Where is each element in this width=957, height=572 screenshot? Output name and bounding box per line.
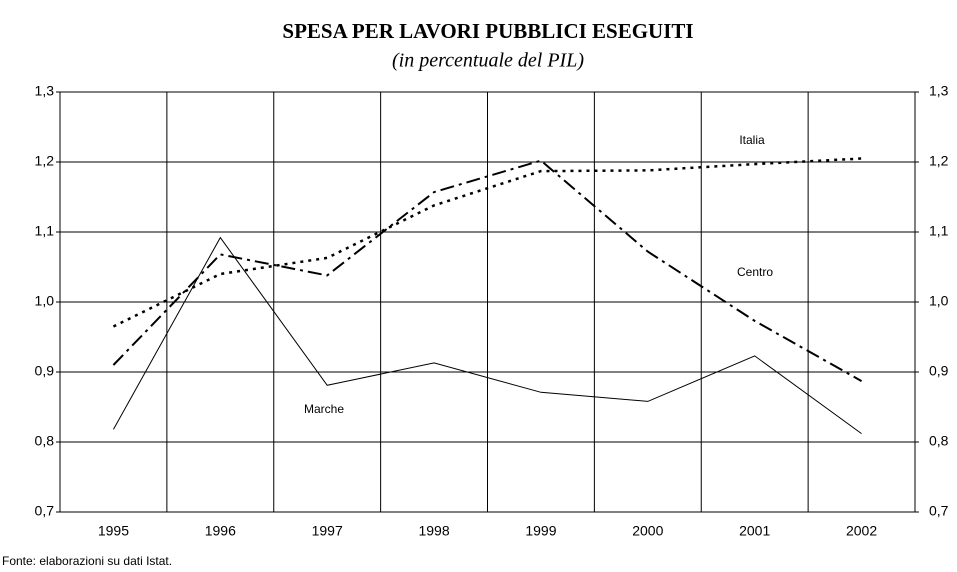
y-tick-label: 1,3	[35, 83, 55, 99]
x-tick-label: 2002	[846, 523, 877, 539]
source-note: Fonte: elaborazioni su dati Istat.	[2, 554, 172, 568]
x-tick-label: 1998	[418, 523, 449, 539]
series-line	[112, 159, 863, 382]
series-label: Italia	[739, 133, 765, 147]
y-tick-label: 1,1	[35, 223, 55, 239]
y-tick-label: 0,7	[35, 503, 55, 519]
y-tick-label: 0,9	[35, 363, 55, 379]
plot-frame	[59, 91, 916, 513]
x-tick-label: 2001	[739, 523, 770, 539]
x-tick-label: 1999	[525, 523, 556, 539]
series-label: Centro	[737, 265, 773, 279]
y-tick-label: 1,0	[35, 293, 55, 309]
chart-subtitle: (in percentuale del PIL)	[392, 50, 584, 72]
y2-tick-label: 0,8	[929, 433, 949, 449]
series-line	[112, 157, 862, 328]
y2-tick-label: 1,2	[929, 153, 949, 169]
chart-title: SPESA PER LAVORI PUBBLICI ESEGUITI	[282, 19, 693, 43]
y2-tick-label: 1,3	[929, 83, 949, 99]
y-tick-label: 0,8	[35, 433, 55, 449]
y2-tick-label: 1,0	[929, 293, 949, 309]
y2-tick-label: 1,1	[929, 223, 949, 239]
x-tick-label: 1996	[205, 523, 236, 539]
y2-tick-label: 0,7	[929, 503, 949, 519]
series-line	[113, 236, 862, 435]
x-tick-label: 1997	[312, 523, 343, 539]
x-tick-label: 2000	[632, 523, 663, 539]
y-tick-label: 1,2	[35, 153, 55, 169]
y2-tick-label: 0,9	[929, 363, 949, 379]
series-label: Marche	[304, 402, 344, 416]
x-tick-label: 1995	[98, 523, 129, 539]
